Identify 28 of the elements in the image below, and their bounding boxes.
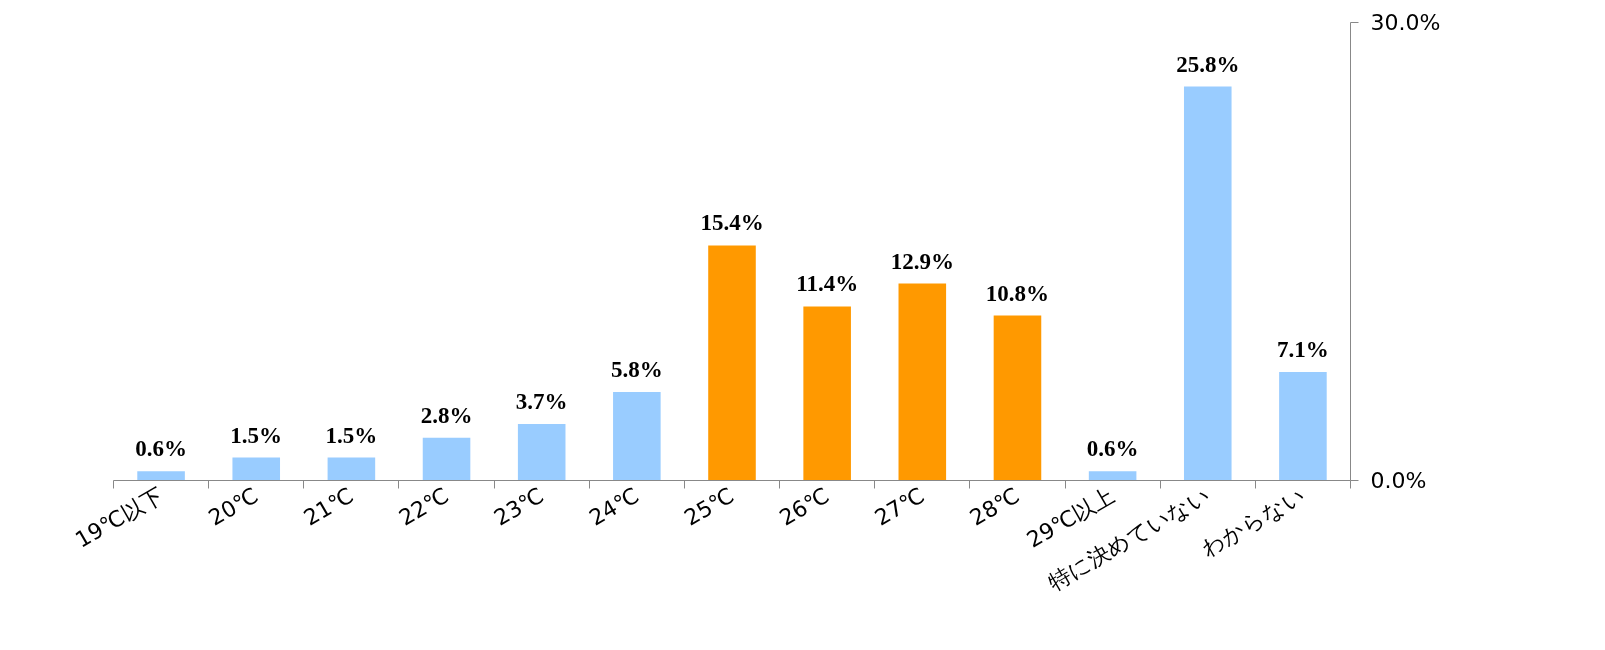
bar [517, 424, 566, 481]
bar [422, 437, 471, 481]
data-label: 1.5% [230, 422, 283, 448]
data-label: 0.6% [1086, 436, 1139, 462]
bar [708, 245, 756, 481]
bar [803, 306, 851, 481]
bar [327, 457, 376, 481]
bar [1088, 471, 1137, 481]
data-label: 3.7% [515, 389, 568, 415]
bar [993, 315, 1042, 481]
bar [137, 471, 185, 481]
data-label: 11.4% [796, 271, 859, 297]
data-label: 7.1% [1277, 337, 1329, 363]
y-tick-label: 0.0% [1370, 468, 1427, 493]
bar [1279, 372, 1327, 481]
bar [613, 391, 661, 481]
bar [232, 457, 281, 481]
data-label: 1.5% [325, 422, 378, 448]
data-label: 5.8% [610, 356, 663, 382]
y-tick-label: 30.0% [1370, 10, 1441, 35]
data-label: 0.6% [135, 436, 187, 462]
data-label: 25.8% [1176, 51, 1240, 77]
data-label: 10.8% [985, 280, 1050, 306]
data-label: 2.8% [420, 402, 473, 428]
bar [898, 283, 947, 481]
bar [1183, 86, 1232, 481]
data-label: 15.4% [700, 210, 764, 236]
data-label: 12.9% [890, 248, 954, 274]
